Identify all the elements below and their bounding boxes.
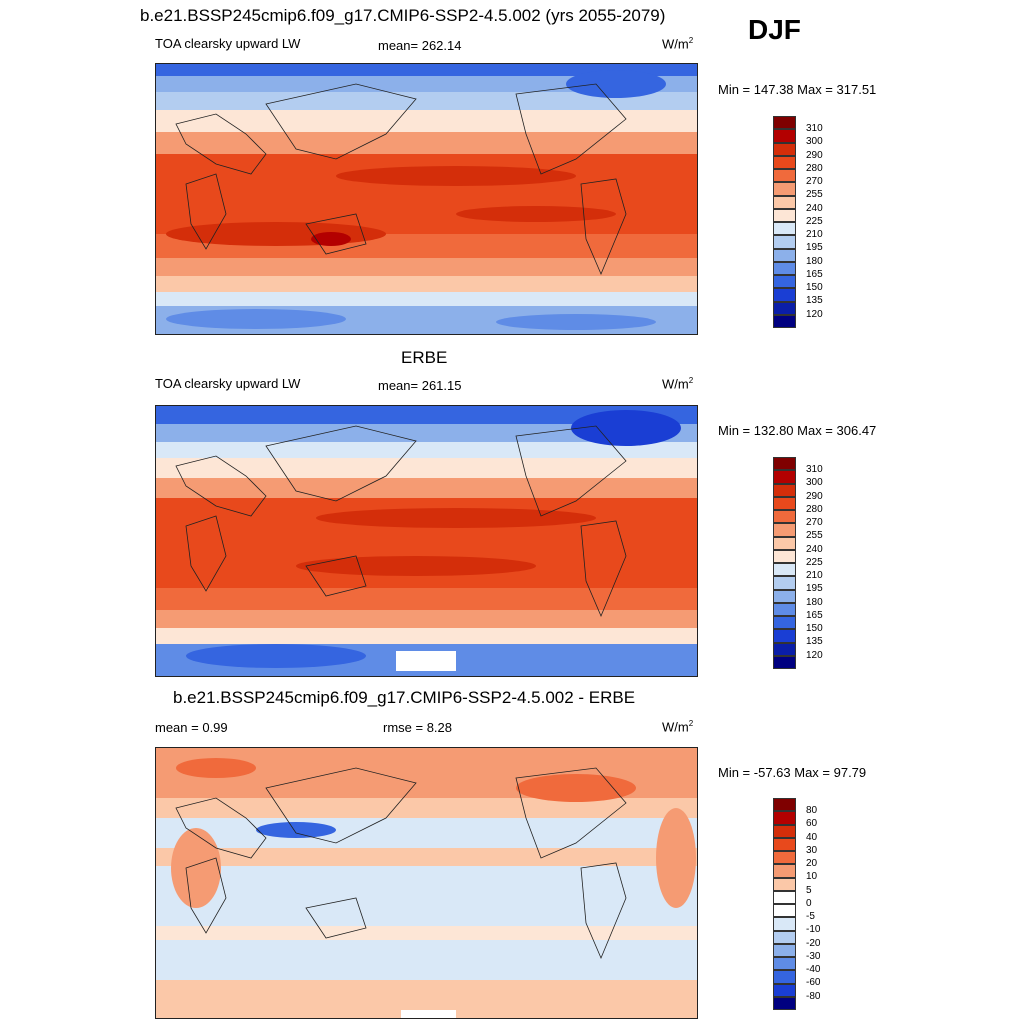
panel2-colorbar-tick: 255 — [806, 530, 823, 542]
panel3-colorbar-tick: 0 — [806, 897, 812, 909]
panel2-units: W/m2 — [662, 376, 694, 392]
season-label: DJF — [748, 14, 801, 45]
panel2-colorbar-tick: 225 — [806, 556, 823, 568]
panel2-colorbar-tick: 240 — [806, 543, 823, 555]
panel1-colorbar-tick: 120 — [806, 308, 823, 320]
panel1-variable-label: TOA clearsky upward LW — [155, 36, 301, 51]
panel3-units: W/m2 — [662, 719, 694, 735]
panel3-colorbar-tick: -40 — [806, 964, 821, 975]
panel2-colorbar-tick: 290 — [806, 490, 823, 502]
panel1-colorbar-tick: 310 — [806, 123, 823, 134]
panel2-colorbar-tick: 270 — [806, 517, 823, 528]
panel2-colorbar-tick: 280 — [806, 503, 823, 515]
panel3-colorbar-tick: 10 — [806, 871, 818, 883]
panel2-minmax: Min = 132.80 Max = 306.47 — [718, 423, 877, 438]
panel1-mean-label: mean= 262.14 — [378, 38, 462, 53]
panel2-colorbar-tick: 180 — [806, 596, 823, 608]
panel1-colorbar-tick: 210 — [806, 229, 823, 240]
panel3-colorbar-tick: 5 — [806, 884, 812, 896]
panel2-title: ERBE — [401, 348, 448, 367]
panel1-colorbar-tick: 165 — [806, 268, 823, 280]
panel1-map — [155, 63, 698, 335]
panel3-colorbar-tick: 20 — [806, 858, 818, 869]
panel1-colorbar-tick: 180 — [806, 255, 823, 267]
panel3-colorbar — [773, 798, 796, 1010]
panel2-map — [155, 405, 698, 677]
panel1-units: W/m2 — [662, 36, 694, 52]
panel1-colorbar-tick: 290 — [806, 149, 823, 161]
panel3-mean-label: mean = 0.99 — [155, 720, 228, 735]
panel1-colorbar-tick: 135 — [806, 295, 823, 307]
panel3-colorbar-tick: -60 — [806, 977, 821, 989]
panel3-title: b.e21.BSSP245cmip6.f09_g17.CMIP6-SSP2-4.… — [173, 688, 636, 707]
panel1-colorbar-tick: 280 — [806, 162, 823, 174]
panel2-colorbar-tick: 135 — [806, 636, 823, 648]
panel1-colorbar-tick: 150 — [806, 282, 823, 293]
panel2-colorbar-tick: 165 — [806, 609, 823, 621]
panel2-colorbar-tick: 195 — [806, 583, 823, 595]
panel1-colorbar-tick: 255 — [806, 189, 823, 201]
panel3-colorbar-tick: -5 — [806, 911, 815, 922]
panel2-colorbar — [773, 457, 796, 669]
panel2-mean-label: mean= 261.15 — [378, 378, 462, 393]
panel1-colorbar-tick: 240 — [806, 202, 823, 214]
panel1-colorbar-tick: 300 — [806, 136, 823, 148]
panel3-colorbar-tick: 40 — [806, 831, 818, 843]
panel3-map — [155, 747, 698, 1019]
panel1-colorbar-tick: 225 — [806, 215, 823, 227]
panel2-colorbar-tick: 120 — [806, 649, 823, 661]
panel2-variable-label: TOA clearsky upward LW — [155, 376, 301, 391]
panel3-colorbar-tick: 80 — [806, 805, 818, 816]
panel1-colorbar-tick: 195 — [806, 242, 823, 254]
panel3-colorbar-tick: -80 — [806, 990, 821, 1002]
panel2-colorbar-tick: 210 — [806, 570, 823, 581]
panel1-colorbar-tick: 270 — [806, 176, 823, 187]
panel3-rmse-label: rmse = 8.28 — [383, 720, 453, 735]
panel3-colorbar-tick: 60 — [806, 818, 818, 830]
panel1-minmax: Min = 147.38 Max = 317.51 — [718, 82, 877, 97]
panel1-colorbar — [773, 116, 796, 328]
panel2-colorbar-tick: 300 — [806, 477, 823, 489]
panel3-minmax: Min = -57.63 Max = 97.79 — [718, 765, 867, 780]
panel3-colorbar-tick: 30 — [806, 844, 818, 856]
panel3-colorbar-tick: -20 — [806, 937, 821, 949]
panel2-colorbar-tick: 310 — [806, 464, 823, 475]
panel3-colorbar-tick: -30 — [806, 950, 821, 962]
panel3-colorbar-tick: -10 — [806, 924, 821, 936]
panel1-title: b.e21.BSSP245cmip6.f09_g17.CMIP6-SSP2-4.… — [140, 6, 666, 25]
panel2-colorbar-tick: 150 — [806, 623, 823, 634]
